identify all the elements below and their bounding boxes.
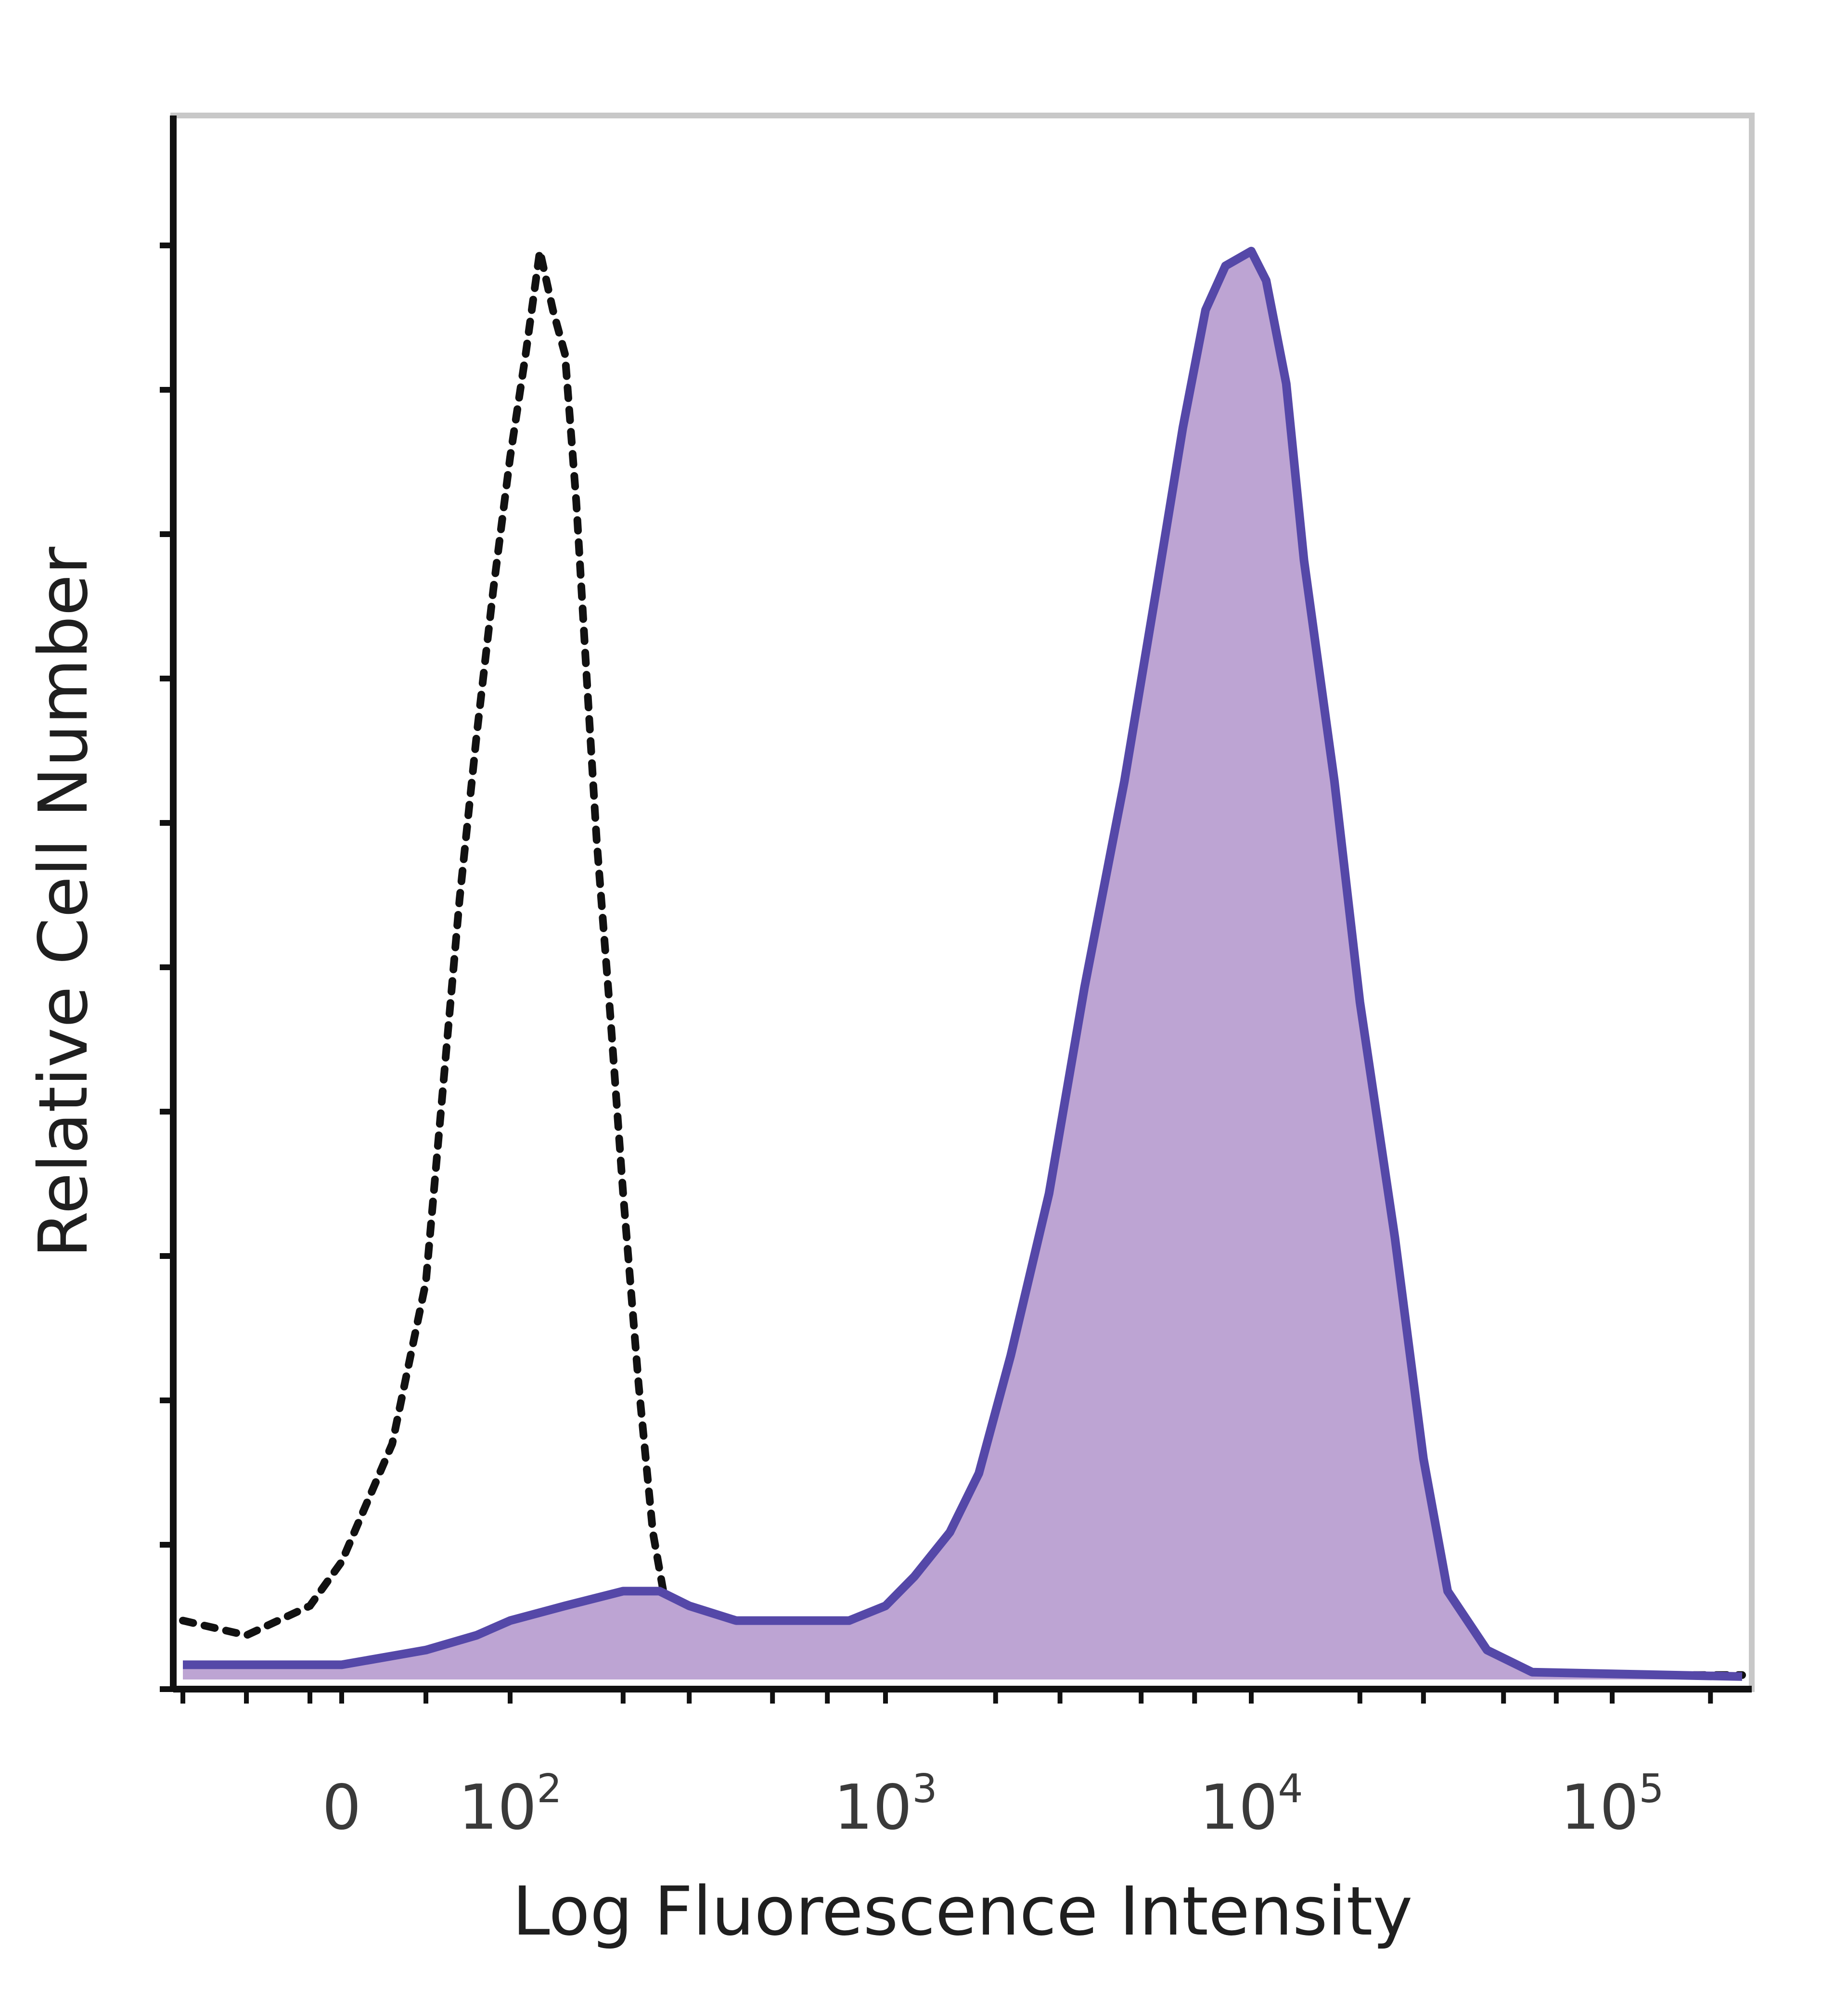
plot-frame <box>170 113 1755 1692</box>
x-axis-tick-labels: 0 102 103 104 105 <box>322 1766 1664 1844</box>
series-layer <box>173 246 1752 1692</box>
series-1-area <box>183 251 1742 1679</box>
x-axis-title: Log Fluorescence Intensity <box>513 1872 1413 1951</box>
y-axis-title: Relative Cell Number <box>25 547 103 1258</box>
x-tick-label-2: 103 <box>834 1766 937 1844</box>
x-tick-label-1: 102 <box>458 1766 562 1844</box>
series-0-line <box>179 250 1746 1679</box>
x-tick-label-0: 0 <box>322 1772 361 1844</box>
x-tick-label-4: 105 <box>1560 1766 1664 1844</box>
y-axis-ticks <box>160 243 173 1692</box>
series-1-line <box>183 246 1743 1681</box>
x-tick-label-3: 104 <box>1199 1766 1303 1844</box>
